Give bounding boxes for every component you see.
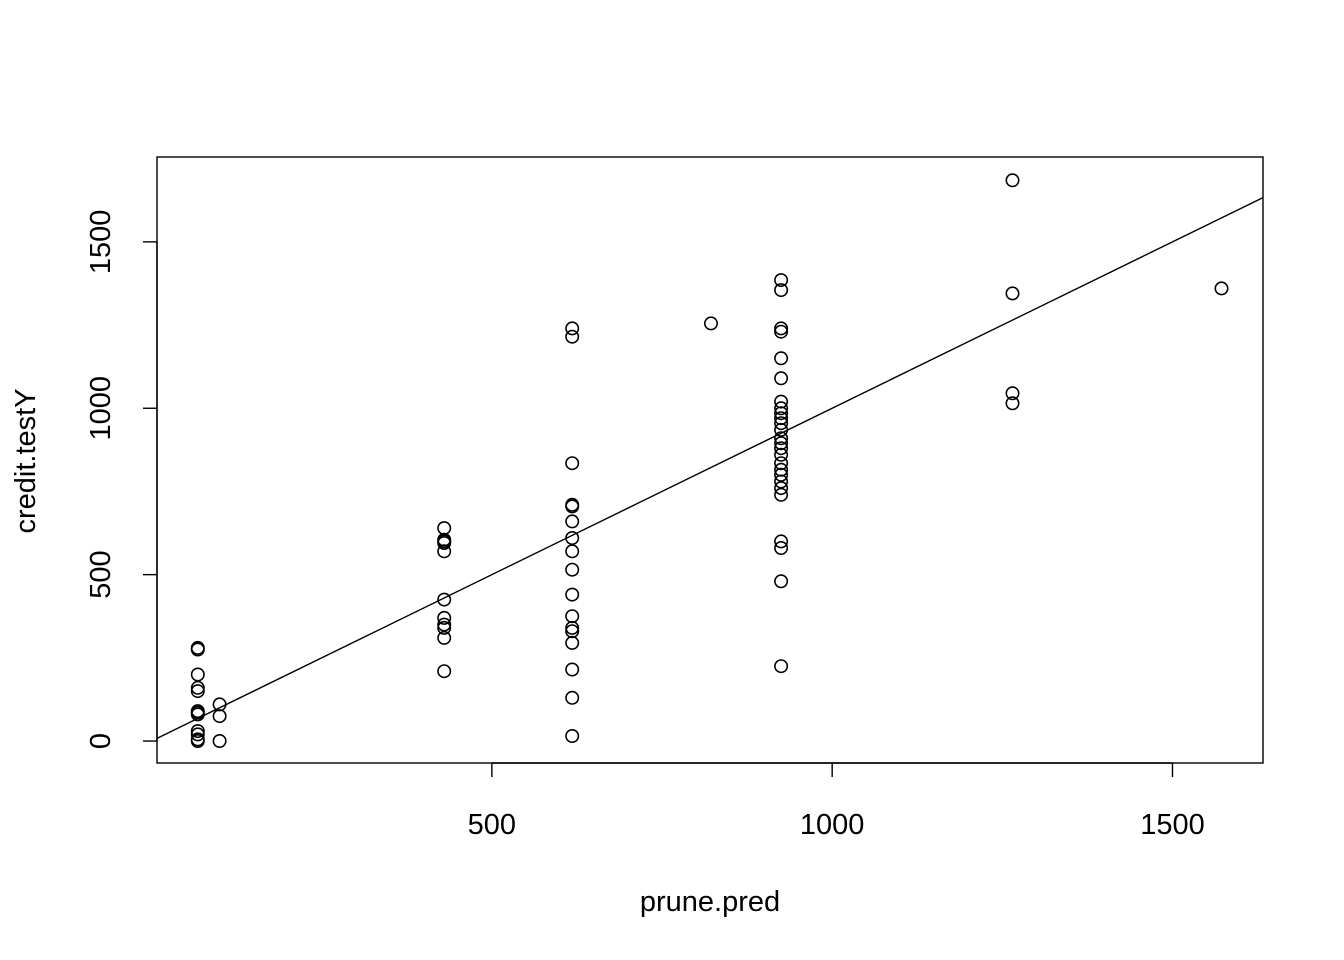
data-point (437, 610, 452, 625)
data-point (774, 659, 789, 674)
data-point (1005, 173, 1020, 188)
data-point (565, 514, 580, 529)
x-tick-label: 1500 (1140, 809, 1205, 841)
data-point (565, 620, 580, 635)
x-tick-label: 1000 (800, 809, 865, 841)
data-point (774, 351, 789, 366)
data-point (190, 640, 205, 655)
data-point (774, 474, 789, 489)
data-point (565, 456, 580, 471)
data-point (774, 481, 789, 496)
data-point (437, 544, 452, 559)
data-point (190, 667, 205, 682)
data-point (565, 728, 580, 743)
data-point (437, 620, 452, 635)
data-point (565, 321, 580, 336)
data-point (774, 441, 789, 456)
data-point (565, 562, 580, 577)
data-points (190, 173, 1229, 748)
data-point (565, 635, 580, 650)
data-point (190, 680, 205, 695)
data-point (774, 487, 789, 502)
data-point (212, 733, 227, 748)
data-point (190, 724, 205, 739)
data-point (703, 316, 718, 331)
data-point (774, 574, 789, 589)
data-point (190, 684, 205, 699)
data-point (774, 467, 789, 482)
reference-line (156, 196, 1264, 740)
data-point (565, 690, 580, 705)
data-point (774, 273, 789, 288)
data-point (774, 416, 789, 431)
data-point (774, 436, 789, 451)
data-point (774, 401, 789, 416)
data-point (437, 521, 452, 536)
data-point (774, 447, 789, 462)
data-point (1005, 396, 1020, 411)
data-point (774, 534, 789, 549)
data-point (565, 499, 580, 514)
data-point (774, 406, 789, 421)
data-point (565, 329, 580, 344)
data-point (565, 662, 580, 677)
y-tick-label: 0 (85, 733, 117, 749)
data-point (565, 544, 580, 559)
x-axis-title: prune.pred (640, 886, 780, 918)
data-point (437, 664, 452, 679)
data-point (1005, 386, 1020, 401)
y-axis-title: credit.testY (10, 388, 42, 533)
data-point (1005, 286, 1020, 301)
data-point (190, 707, 205, 722)
x-tick-label: 500 (468, 809, 516, 841)
data-point (774, 431, 789, 446)
data-point (774, 371, 789, 386)
data-point (774, 540, 789, 555)
data-point (437, 592, 452, 607)
data-point (190, 733, 205, 748)
data-point (1214, 281, 1229, 296)
y-tick-label: 500 (85, 550, 117, 598)
data-point (212, 709, 227, 724)
y-axis: 0 500 1000 1500 (85, 210, 158, 749)
data-point (774, 321, 789, 336)
data-point (437, 535, 452, 550)
plot-frame (156, 156, 1264, 764)
y-tick-label: 1000 (85, 376, 117, 441)
data-point (774, 283, 789, 298)
data-point (437, 617, 452, 632)
data-point (774, 324, 789, 339)
data-point (437, 630, 452, 645)
data-point (212, 697, 227, 712)
data-point (774, 456, 789, 471)
data-point (565, 609, 580, 624)
x-axis: 500 1000 1500 (468, 762, 1205, 841)
data-point (190, 727, 205, 742)
y-tick-label: 1500 (85, 210, 117, 275)
data-point (565, 587, 580, 602)
